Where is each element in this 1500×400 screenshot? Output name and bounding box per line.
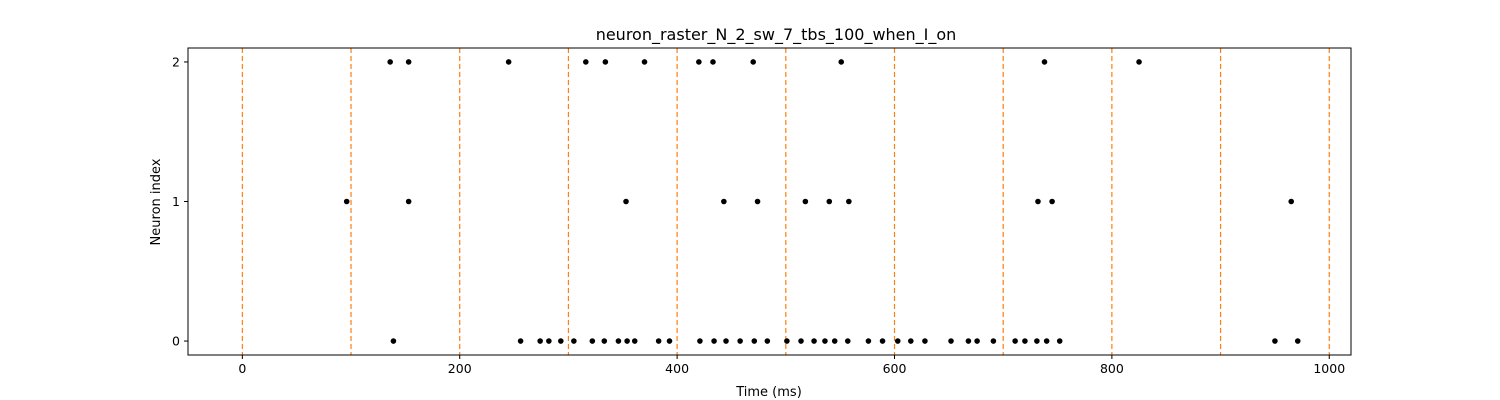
spike-point <box>696 59 702 65</box>
y-axis-ticks: 0 1 2 <box>172 54 188 349</box>
spike-point <box>666 338 673 344</box>
spike-point <box>826 198 833 205</box>
x-axis-ticks: 0 200 400 600 800 1000 <box>238 355 1345 376</box>
spike-point <box>1136 59 1142 65</box>
spike-point <box>764 338 771 344</box>
spike-point <box>710 59 716 65</box>
spike-point <box>343 198 350 205</box>
spike-point <box>907 338 914 344</box>
spike-point <box>1034 338 1040 344</box>
spike-point <box>390 338 397 344</box>
spike-point <box>894 338 901 344</box>
spike-point <box>879 338 886 344</box>
spike-point <box>711 338 717 344</box>
spike-point <box>922 338 928 344</box>
spike-point <box>811 338 817 344</box>
y-axis-label: Neuron index <box>149 158 164 245</box>
y-tick-label: 2 <box>172 54 180 69</box>
chart-title: neuron_raster_N_2_sw_7_tbs_100_when_I_on <box>596 25 957 45</box>
x-tick-label: 600 <box>883 361 907 376</box>
spike-point <box>505 59 512 65</box>
spike-point <box>751 338 758 344</box>
spike-point <box>1272 338 1278 344</box>
spike-point <box>784 338 790 344</box>
spike-point <box>965 338 972 344</box>
x-tick-label: 0 <box>238 361 246 376</box>
spike-point <box>697 338 703 344</box>
spike-point <box>754 198 761 205</box>
spike-points <box>343 59 1301 344</box>
spike-point <box>737 338 743 344</box>
spike-point <box>802 198 809 205</box>
vertical-lines <box>241 48 1330 355</box>
spike-point <box>865 338 872 344</box>
spike-point <box>589 338 596 344</box>
spike-point <box>1022 338 1028 344</box>
spike-point <box>846 198 852 205</box>
spike-point <box>838 59 845 65</box>
spike-point <box>990 338 997 344</box>
x-tick-label: 800 <box>1100 361 1124 376</box>
spike-point <box>831 338 838 344</box>
spike-point <box>602 59 609 65</box>
spike-point <box>655 338 662 344</box>
x-tick-label: 400 <box>665 361 689 376</box>
x-tick-label: 200 <box>448 361 472 376</box>
spike-point <box>1049 198 1055 205</box>
spike-point <box>1012 338 1018 344</box>
spike-point <box>517 338 524 344</box>
spike-point <box>798 338 804 344</box>
spike-point <box>615 338 622 344</box>
spike-point <box>974 338 980 344</box>
spike-point <box>583 59 589 65</box>
spike-point <box>1294 338 1301 344</box>
spike-point <box>1041 59 1048 65</box>
spike-point <box>601 338 608 344</box>
spike-point <box>571 338 577 344</box>
x-tick-label: 1000 <box>1313 361 1345 376</box>
spike-point <box>405 59 412 65</box>
y-tick-label: 1 <box>172 194 180 209</box>
spike-point <box>631 338 638 344</box>
spike-point <box>537 338 543 344</box>
spike-point <box>723 338 729 344</box>
spike-point <box>1035 198 1041 205</box>
spike-point <box>721 198 727 205</box>
spike-point <box>1043 338 1050 344</box>
spike-point <box>624 338 630 344</box>
x-axis-label: Time (ms) <box>735 385 802 400</box>
spike-point <box>948 338 954 344</box>
spike-point <box>750 59 756 65</box>
spike-point <box>387 59 393 65</box>
spike-point <box>844 338 851 344</box>
spike-point <box>623 198 629 205</box>
spike-point <box>405 198 412 205</box>
spike-point <box>546 338 552 344</box>
spike-point <box>822 338 828 344</box>
y-tick-label: 0 <box>172 334 180 349</box>
plot-frame <box>187 47 1352 356</box>
spike-point <box>1056 338 1063 344</box>
spike-point <box>1288 198 1295 205</box>
spike-point <box>558 338 564 344</box>
spike-point <box>641 59 648 65</box>
